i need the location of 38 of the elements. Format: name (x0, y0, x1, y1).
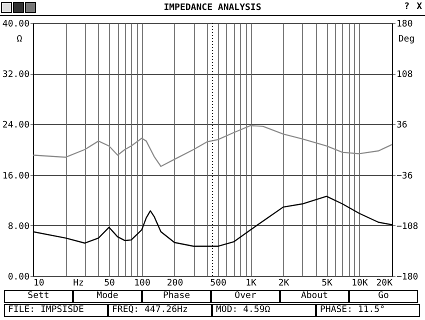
text: Mode (73, 290, 142, 303)
y2-tick-label: 108 (396, 70, 413, 80)
y2-tick-label: 180 (396, 20, 413, 30)
text: FILE: IMPSISDE (4, 304, 108, 317)
x-tick-label: 10 (34, 278, 44, 288)
y-tick-label: 8.00 (8, 222, 30, 232)
y-tick-label: 32.00 (2, 70, 30, 80)
y-tick-label: 24.00 (2, 120, 30, 131)
text: About (280, 290, 349, 303)
text: FREQ: 447.26Hz (108, 304, 212, 317)
text: Sett (4, 290, 73, 303)
text: Go (349, 290, 418, 303)
y-tick-label: 40.00 (2, 20, 30, 30)
text: ? (403, 2, 411, 13)
x-tick-label: 5K (322, 278, 334, 288)
y-tick-label: 0.00 (8, 272, 30, 282)
text: PHASE: 11.5° (316, 304, 420, 317)
x-tick-label: 200 (166, 278, 184, 288)
text: MOD: 4.59Ω (212, 304, 316, 317)
x-tick-label: 2K (278, 278, 290, 288)
text: Over (211, 290, 280, 303)
x-tick-label: 10K (352, 278, 368, 288)
x-axis-title: Hz (73, 278, 84, 288)
x-tick-label: 50 (104, 278, 115, 288)
y-tick-label: 16.00 (2, 171, 30, 182)
y2-tick-label: −108 (396, 222, 418, 232)
chart-title: IMPEDANCE ANALYSIS (164, 2, 262, 12)
text: Phase (142, 290, 211, 303)
x-tick-label: 20K (376, 278, 394, 288)
y2-tick-label: 36 (396, 120, 408, 131)
x-tick-label: 500 (210, 278, 226, 288)
x-tick-label: 100 (134, 278, 150, 288)
y-axis-title: Ω (16, 34, 23, 44)
text: X (416, 2, 423, 13)
x-tick-label: 1K (246, 278, 258, 288)
y2-tick-label: −36 (396, 171, 413, 182)
y2-tick-label: −180 (396, 272, 418, 282)
y2-axis-title: Deg (398, 34, 415, 44)
